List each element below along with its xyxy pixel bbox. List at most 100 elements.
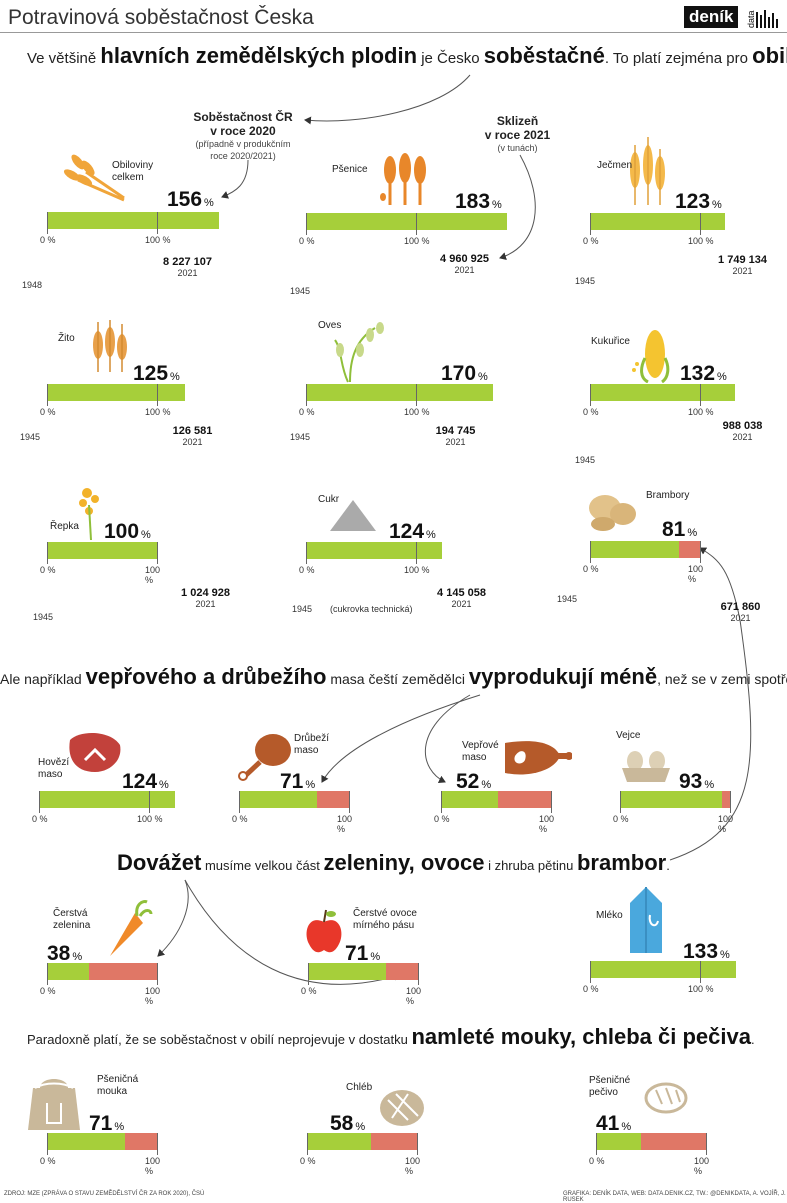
crop-label-rye: Žito — [58, 333, 75, 344]
bar-axis-hundred — [730, 791, 731, 813]
bar-axis-hundred — [700, 541, 701, 563]
produce-pct-vegetables: 38% — [47, 942, 83, 965]
wheat-bundle-icon — [63, 154, 125, 202]
meat-bar: 0 % 100 % — [434, 791, 554, 834]
crop-label-barley: Ječmen — [597, 160, 633, 171]
crop-year-sugar: 1945 — [292, 604, 313, 614]
crop-harvest-oats: 194 745 2021 — [435, 425, 476, 447]
crop-pct-rapeseed: 100% — [104, 520, 151, 543]
tick-hundred: 100 % — [718, 814, 734, 834]
tick-hundred: 100 % — [539, 814, 555, 834]
bar-fill-green — [441, 791, 499, 808]
bar-fill-green — [239, 791, 318, 808]
tick-hundred: 100 % — [406, 986, 422, 1006]
flour-sack-icon — [28, 1079, 80, 1130]
tick-hundred: 100 % — [404, 407, 430, 417]
milk-carton-icon — [630, 887, 662, 953]
bar-axis-zero — [306, 213, 307, 235]
bar-axis-zero — [308, 963, 309, 985]
bar-fill-deficit — [88, 963, 157, 980]
tick-zero: 0 % — [299, 407, 315, 417]
crop-year-rapeseed: 1945 — [33, 612, 54, 622]
bar-axis-hundred — [349, 791, 350, 813]
tick-zero: 0 % — [301, 986, 317, 996]
crop-bar: 0 % 100 % — [40, 384, 185, 417]
bakery-bar: 0 % 100 % — [300, 1133, 420, 1176]
meat-pct-eggs: 93% — [679, 770, 715, 793]
crop-bar: 0 % 100 % — [299, 384, 493, 417]
bar-fill-green — [39, 791, 176, 808]
tick-zero: 0 % — [40, 565, 56, 575]
bar-axis-hundred — [700, 961, 701, 983]
tick-zero: 0 % — [583, 236, 599, 246]
bar-axis-hundred — [416, 213, 417, 235]
crop-pct-rye: 125% — [133, 362, 180, 385]
crop-bar: 0 % 100 % — [40, 542, 160, 585]
eggs-icon — [622, 751, 670, 782]
tick-zero: 0 % — [583, 984, 599, 994]
bar-axis-hundred — [157, 384, 158, 406]
pastry-icon — [644, 1082, 688, 1114]
bar-fill-deficit — [722, 791, 730, 808]
meat-label-eggs: Vejce — [616, 730, 641, 741]
bar-axis-hundred — [417, 1133, 418, 1155]
bar-axis-hundred — [706, 1133, 707, 1155]
page-title: Potravinová soběstačnost Česka — [8, 6, 314, 29]
bar-axis-hundred — [418, 963, 419, 985]
crop-pct-sugar: 124% — [389, 520, 436, 543]
crop-year-wheat: 1945 — [290, 286, 311, 296]
crop-year-cereals: 1948 — [22, 280, 43, 290]
footer-source: ZDROJ: MZE (ZPRÁVA O STAVU ZEMĚDĚLSTVÍ Č… — [4, 1191, 205, 1197]
bar-fill-deficit — [679, 541, 700, 558]
crop-harvest-corn: 988 038 2021 — [722, 420, 763, 442]
tick-hundred: 100 % — [145, 986, 161, 1006]
crop-year-barley: 1945 — [575, 276, 596, 286]
crop-pct-barley: 123% — [675, 190, 722, 213]
bar-axis-hundred — [700, 213, 701, 235]
tick-hundred: 100 % — [688, 236, 714, 246]
crop-label-cereals: Obiloviny celkem — [112, 160, 154, 183]
meat-bar: 0 % 100 % — [32, 791, 176, 824]
crop-year-corn: 1945 — [575, 455, 596, 465]
produce-pct-fruit: 71% — [345, 942, 381, 965]
corn-icon — [632, 330, 670, 383]
crop-pct-wheat: 183% — [455, 190, 502, 213]
meat-label-beef: Hovězí maso — [38, 757, 70, 780]
bar-fill-green — [590, 541, 680, 558]
bar-axis-zero — [47, 384, 48, 406]
tick-hundred: 100 % — [694, 1156, 710, 1176]
bar-axis-zero — [441, 791, 442, 813]
oat-icon — [334, 322, 384, 383]
crop-label-potatoes: Brambory — [646, 490, 690, 501]
intro-sentence: Ve většině hlavních zemědělských plodin … — [27, 43, 787, 68]
bakery-label-flour: Pšeničná mouka — [97, 1074, 139, 1097]
tick-hundred: 100 % — [145, 407, 171, 417]
bar-axis-zero — [307, 1133, 308, 1155]
bar-axis-zero — [590, 213, 591, 235]
crop-harvest-rye: 126 581 2021 — [172, 425, 213, 447]
bar-fill-deficit — [317, 791, 349, 808]
bar-fill-green — [620, 791, 723, 808]
crop-bar: 0 % 100 % — [40, 212, 219, 245]
tick-zero: 0 % — [589, 1156, 605, 1166]
crop-harvest-rapeseed: 1 024 928 2021 — [181, 587, 230, 609]
crop-pct-oats: 170% — [441, 362, 488, 385]
bakery-pct-flour: 71% — [89, 1112, 125, 1135]
crop-harvest-wheat: 4 960 925 2021 — [440, 253, 489, 275]
tick-zero: 0 % — [232, 814, 248, 824]
meat-bar: 0 % 100 % — [232, 791, 352, 834]
crop-pct-cereals: 156% — [167, 188, 214, 211]
bar-axis-hundred — [149, 791, 150, 813]
bar-fill-green — [307, 1133, 371, 1150]
crop-year-oats: 1945 — [290, 432, 311, 442]
crop-harvest-cereals: 8 227 107 2021 — [163, 256, 212, 278]
tick-hundred: 100 % — [145, 235, 171, 245]
meat-pct-beef: 124% — [122, 770, 169, 793]
bar-fill-deficit — [386, 963, 418, 980]
bar-axis-zero — [47, 542, 48, 564]
bar-fill-green — [590, 384, 736, 401]
bakery-label-bread: Chléb — [346, 1082, 373, 1093]
tick-zero: 0 % — [613, 814, 629, 824]
bakery-bar: 0 % 100 % — [40, 1133, 160, 1176]
